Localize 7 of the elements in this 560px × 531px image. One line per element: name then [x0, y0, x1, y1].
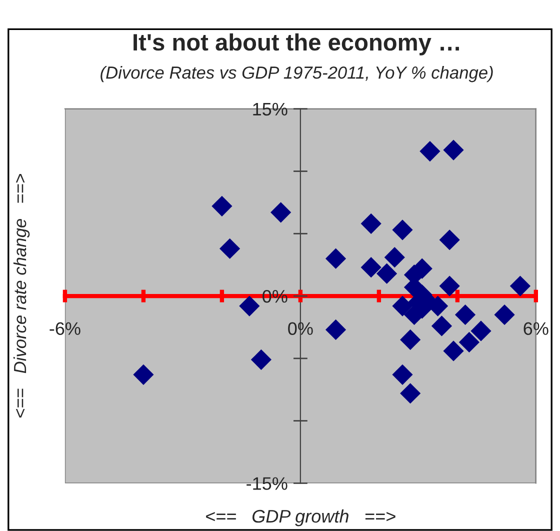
chart-subtitle: (Divorce Rates vs GDP 1975-2011, YoY % change) [100, 66, 493, 82]
chart-title: It's not about the economy … [134, 33, 459, 56]
y-axis-title: <== Divorce rate change ==> [13, 174, 30, 418]
y-tick-label: 15% [253, 102, 288, 116]
x-tick-label: 6% [524, 322, 548, 335]
x-tick-label: -6% [50, 322, 80, 335]
x-axis-title: <== GDP growth ==> [206, 509, 396, 526]
